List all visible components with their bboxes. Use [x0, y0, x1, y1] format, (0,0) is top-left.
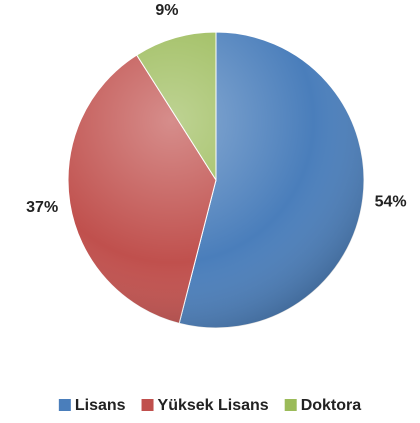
- legend-label: Yüksek Lisans: [158, 397, 269, 414]
- labels: 54% 37% 9%: [26, 2, 406, 216]
- legend-swatch: [284, 399, 297, 411]
- data-label: 54%: [375, 193, 407, 210]
- data-label: 37%: [26, 199, 58, 216]
- legend-swatch: [58, 399, 71, 411]
- legend-label: Lisans: [75, 397, 126, 414]
- legend-swatch: [141, 399, 154, 411]
- pie: [67, 31, 365, 329]
- legend: Lisans Yüksek Lisans Doktora: [58, 397, 362, 414]
- data-label: 9%: [155, 2, 178, 19]
- legend-label: Doktora: [301, 397, 362, 414]
